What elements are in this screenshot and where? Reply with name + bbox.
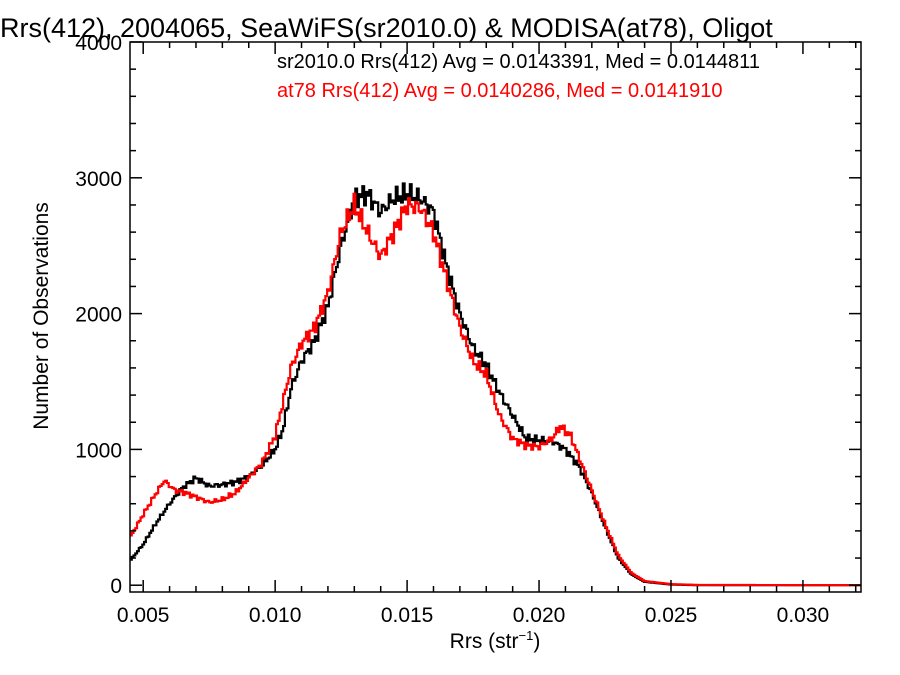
series-at78-line — [130, 192, 861, 587]
x-axis-label-superscript: −1 — [519, 628, 534, 643]
plot-frame — [129, 41, 862, 593]
x-tick-label: 0.020 — [513, 604, 566, 627]
x-tick-label: 0.005 — [117, 604, 170, 627]
y-tick-label: 2000 — [75, 304, 122, 327]
series-sr2010-line — [130, 182, 861, 587]
x-tick-label: 0.025 — [645, 604, 698, 627]
x-tick-label: 0.015 — [381, 604, 434, 627]
tick-layer: 0.005 0.010 0.015 0.020 0.025 0.030 0 1000 2000 3… — [75, 32, 861, 627]
y-tick-label: 3000 — [75, 168, 122, 191]
chart-title: Rrs(412), 2004065, SeaWiFS(sr2010.0) & M… — [0, 13, 773, 43]
x-tick-label: 0.030 — [777, 604, 830, 627]
y-tick-label: 1000 — [75, 439, 122, 462]
y-tick-label: 0 — [110, 575, 122, 598]
x-axis-label-end: ) — [533, 630, 540, 653]
x-axis-label: Rrs (str−1) — [450, 628, 541, 653]
y-tick-label: 4000 — [75, 32, 122, 55]
x-tick-label: 0.010 — [249, 604, 302, 627]
series-layer — [130, 182, 861, 587]
annotation-at78: at78 Rrs(412) Avg = 0.0140286, Med = 0.0… — [277, 80, 723, 102]
x-axis-label-main: Rrs (str — [450, 630, 519, 653]
y-axis-label: Number of Observations — [30, 202, 53, 430]
annotation-sr2010: sr2010.0 Rrs(412) Avg = 0.0143391, Med =… — [277, 51, 760, 73]
